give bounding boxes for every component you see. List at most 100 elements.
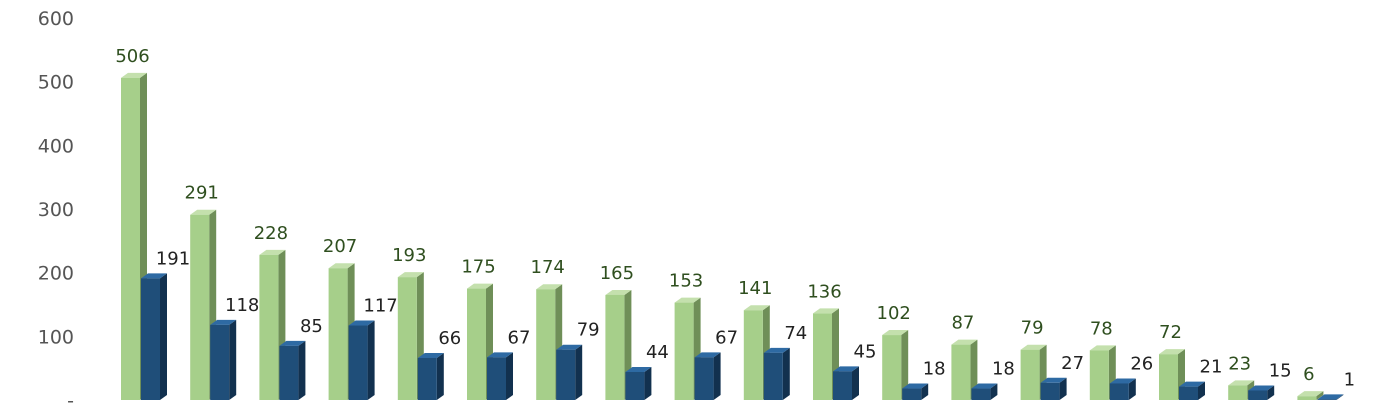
- bar-side: [713, 352, 721, 400]
- bar-side: [367, 320, 375, 400]
- data-label: 141: [738, 278, 772, 299]
- bar-top: [1317, 394, 1344, 400]
- data-label: 175: [461, 257, 495, 278]
- data-label: 85: [300, 316, 323, 337]
- bar-top: [763, 347, 790, 353]
- bar: [1159, 354, 1178, 400]
- data-label: 26: [1130, 353, 1153, 374]
- bar-side: [436, 352, 444, 400]
- data-label: 191: [156, 248, 190, 269]
- bar: [259, 254, 279, 400]
- data-label: 118: [225, 295, 259, 316]
- data-label: 67: [508, 327, 531, 348]
- bar-top: [833, 366, 859, 372]
- bar-side: [921, 383, 929, 400]
- bar-side: [970, 339, 978, 400]
- bar: [141, 278, 160, 400]
- bar: [121, 77, 140, 400]
- bar-side: [1316, 391, 1324, 400]
- y-tick-label: 400: [38, 135, 74, 157]
- bar-side: [644, 366, 652, 400]
- bar: [813, 313, 832, 400]
- bar-side: [575, 344, 583, 400]
- data-label: 21: [1200, 357, 1223, 378]
- data-label: 193: [392, 245, 426, 266]
- bar-top: [467, 283, 493, 289]
- bar-top: [190, 209, 217, 215]
- bar-top: [694, 352, 721, 358]
- bar-top: [536, 284, 563, 290]
- bar: [743, 310, 763, 400]
- data-label: 228: [254, 223, 288, 244]
- data-label: 165: [600, 263, 634, 284]
- bar-top: [279, 340, 306, 346]
- bar: [348, 325, 368, 400]
- data-label: 66: [438, 328, 461, 349]
- y-tick-label: 100: [38, 326, 74, 348]
- data-label: 1: [1344, 369, 1355, 390]
- bar-side: [852, 366, 859, 400]
- data-label: 67: [715, 327, 738, 348]
- bar-top: [674, 297, 701, 303]
- y-tick-label: -: [67, 390, 74, 412]
- bar: [674, 302, 694, 400]
- data-label: 207: [323, 236, 357, 257]
- bar: [1089, 350, 1109, 400]
- data-label: 45: [854, 341, 877, 362]
- bar: [1248, 390, 1268, 400]
- y-tick-label: 300: [38, 199, 74, 221]
- data-label: 153: [669, 271, 703, 292]
- bar-top: [1089, 345, 1116, 351]
- data-label: 44: [646, 342, 669, 363]
- data-label: 27: [1061, 353, 1084, 374]
- data-label: 15: [1269, 360, 1292, 381]
- bar: [1228, 385, 1248, 400]
- bar: [902, 388, 922, 400]
- bar-side: [1198, 381, 1205, 400]
- bar-top: [1159, 349, 1185, 355]
- data-label: 74: [784, 323, 807, 344]
- bar: [279, 345, 299, 400]
- bar-top: [556, 344, 583, 350]
- bar: [417, 357, 437, 400]
- bar-top: [813, 308, 839, 314]
- bar-top: [210, 319, 237, 325]
- bar-side: [229, 319, 237, 400]
- bar: [328, 268, 348, 400]
- bar: [625, 371, 645, 400]
- bar-side: [782, 347, 790, 400]
- bar: [763, 352, 783, 400]
- bar-top: [902, 383, 929, 389]
- data-label: 136: [807, 281, 841, 302]
- data-label: 6: [1303, 364, 1314, 385]
- bar-top: [1020, 344, 1047, 350]
- bar: [397, 277, 417, 400]
- bar: [1109, 383, 1129, 400]
- data-label: 79: [577, 320, 600, 341]
- bar: [487, 357, 506, 400]
- bar-side: [1267, 385, 1275, 400]
- y-tick-label: 200: [38, 263, 74, 285]
- bar: [971, 388, 991, 400]
- bar-side: [1059, 377, 1067, 400]
- data-label: 102: [877, 303, 911, 324]
- bar-side: [1128, 378, 1136, 400]
- data-label: 23: [1228, 353, 1251, 374]
- data-label: 18: [992, 359, 1015, 380]
- bar: [1040, 382, 1060, 400]
- bar-top: [348, 320, 375, 326]
- bar: [951, 344, 971, 400]
- bar-top: [1040, 377, 1067, 383]
- bar-top: [397, 272, 424, 278]
- bar-side: [901, 330, 909, 400]
- bar: [882, 335, 902, 400]
- bar: [1179, 386, 1198, 400]
- bar-side: [298, 340, 306, 400]
- data-label: 87: [951, 313, 974, 334]
- bar-top: [141, 273, 167, 279]
- data-label: 506: [115, 46, 149, 67]
- bar-top: [487, 352, 513, 358]
- bar: [467, 288, 486, 400]
- y-axis: - 100 200 300 400 500 600: [38, 8, 74, 412]
